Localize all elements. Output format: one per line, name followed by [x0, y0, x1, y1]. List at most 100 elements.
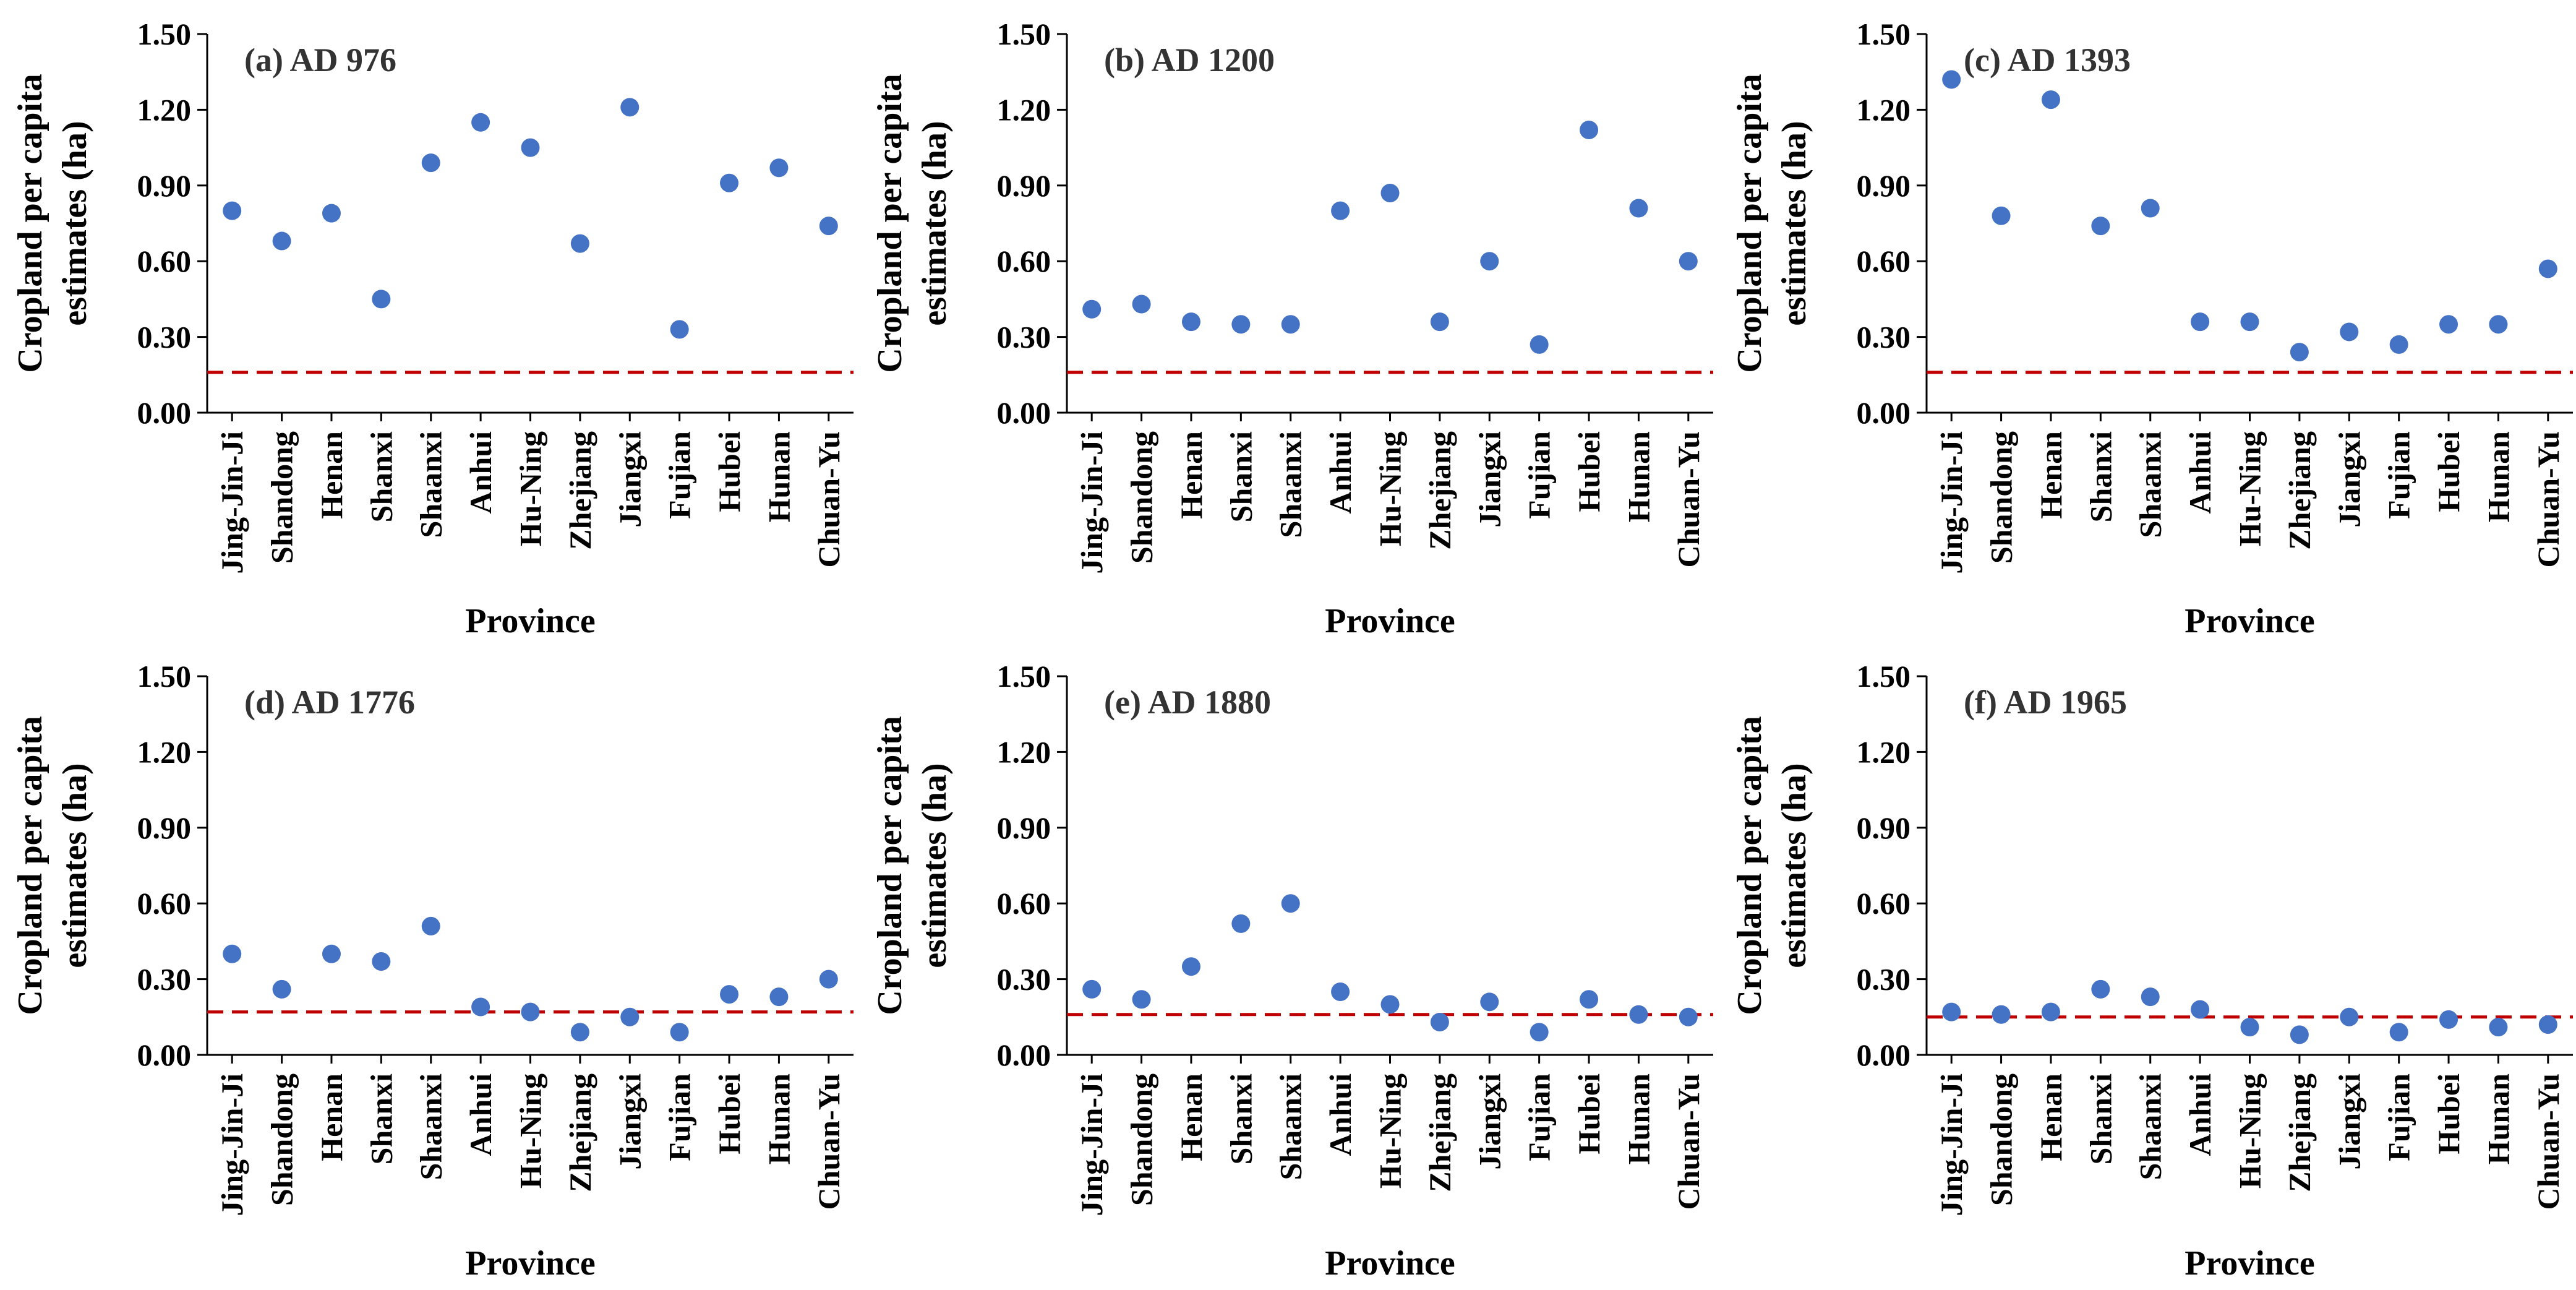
x-tick-label: Zhejiang [2282, 1073, 2317, 1192]
x-tick-label: Fujian [662, 431, 697, 519]
data-point [2141, 199, 2160, 218]
x-tick-label: Jiangxi [2332, 1073, 2366, 1170]
y-tick-label: 0.00 [137, 1038, 192, 1072]
data-point [2389, 335, 2408, 354]
data-point [1942, 1002, 1961, 1021]
chart-panel: 0.00 0.30 0.60 0.90 1.20 1.50 Jing-Jin-Ji Shand… [871, 17, 1713, 640]
x-tick-label: Chuan-Yu [811, 1073, 846, 1210]
x-tick-label: Shanxi [2083, 431, 2118, 522]
data-point [1942, 70, 1961, 89]
y-axis-title: estimates (ha) [1775, 763, 1813, 968]
data-point [322, 204, 341, 223]
y-tick-label: 0.30 [1857, 962, 1911, 997]
data-point [1480, 992, 1499, 1012]
y-tick-label: 0.00 [1857, 1038, 1911, 1072]
chart-panel: 0.00 0.30 0.60 0.90 1.20 1.50 Jing-Jin-Ji Shand… [1731, 659, 2573, 1283]
data-point [1992, 1005, 2011, 1024]
y-tick-label: 0.30 [137, 962, 192, 997]
data-point [1132, 295, 1151, 314]
x-tick-label: Henan [1174, 431, 1209, 519]
x-tick-label: Shanxi [2083, 1073, 2118, 1164]
data-point [2489, 1018, 2508, 1037]
x-tick-label: Shanxi [364, 1073, 398, 1164]
y-axis-title: estimates (ha) [915, 763, 954, 968]
y-tick-label: 0.60 [137, 244, 192, 278]
y-tick-label: 0.90 [1857, 811, 1911, 845]
data-point [421, 916, 440, 935]
panel-title: (b) AD 1200 [1104, 41, 1275, 79]
y-tick-label: 1.20 [137, 734, 192, 769]
data-point [769, 987, 789, 1007]
data-point [720, 985, 739, 1004]
data-point [521, 1002, 540, 1021]
x-axis-title: Province [2184, 602, 2314, 640]
data-point [1629, 199, 1648, 218]
y-tick-label: 0.90 [137, 168, 192, 203]
data-point [1082, 299, 1102, 319]
panel-title: (d) AD 1776 [244, 684, 415, 721]
x-tick-label: Jiangxi [2332, 431, 2366, 528]
x-tick-label: Shaanxi [2133, 1073, 2168, 1180]
x-tick-label: Fujian [2382, 1073, 2416, 1161]
data-point [2439, 315, 2458, 334]
y-axis-title: estimates (ha) [915, 121, 954, 325]
x-tick-label: Fujian [1522, 431, 1557, 519]
data-point [2041, 1002, 2060, 1021]
x-tick-label: Anhui [463, 431, 498, 514]
y-tick-label: 0.90 [997, 811, 1051, 845]
panel-title: (e) AD 1880 [1104, 684, 1271, 721]
y-tick-label: 1.50 [1857, 659, 1911, 694]
x-tick-label: Hubei [1572, 431, 1606, 512]
y-tick-label: 1.20 [1857, 92, 1911, 127]
data-point [2538, 259, 2557, 278]
data-point [1530, 1023, 1549, 1042]
x-tick-label: Shandong [265, 1073, 299, 1206]
chart-panel: 0.00 0.30 0.60 0.90 1.20 1.50 Jing-Jin-Ji Shand… [11, 659, 854, 1283]
x-tick-label: Henan [314, 431, 349, 519]
x-axis-title: Province [1325, 1244, 1455, 1283]
data-point [2191, 1000, 2210, 1019]
data-point [1380, 184, 1400, 203]
y-tick-label: 0.00 [1857, 395, 1911, 430]
data-point [1231, 914, 1251, 933]
data-point [421, 153, 440, 173]
x-axis-title: Province [465, 1244, 595, 1283]
x-tick-label: Jing-Jin-Ji [1934, 431, 1969, 574]
data-point [720, 173, 739, 192]
y-tick-label: 0.30 [1857, 320, 1911, 355]
data-point [1430, 1012, 1449, 1031]
y-axis-title: Cropland per capita [11, 716, 49, 1015]
y-tick-label: 1.20 [997, 92, 1051, 127]
x-axis-title: Province [465, 602, 595, 640]
data-point [620, 1007, 640, 1026]
x-tick-label: Anhui [2183, 1073, 2217, 1156]
data-point [1331, 983, 1350, 1001]
x-tick-label: Shanxi [1223, 1073, 1258, 1164]
x-tick-label: Shaanxi [1273, 431, 1308, 538]
data-point [2290, 1025, 2309, 1044]
x-tick-label: Jiangxi [1472, 1073, 1507, 1170]
data-point [2340, 1007, 2359, 1026]
x-tick-label: Chuan-Yu [2531, 1073, 2565, 1210]
data-point [372, 290, 391, 309]
data-point [1992, 206, 2011, 225]
data-point [1181, 312, 1200, 332]
data-point [2091, 217, 2110, 236]
x-tick-label: Hu-Ning [1373, 1073, 1408, 1189]
x-tick-label: Jing-Jin-Ji [1074, 431, 1109, 574]
y-tick-label: 0.60 [997, 886, 1051, 921]
x-tick-label: Jiangxi [612, 1073, 647, 1170]
y-tick-label: 0.60 [1857, 886, 1911, 921]
x-tick-label: Shandong [265, 431, 299, 564]
x-tick-label: Henan [1174, 1073, 1209, 1161]
x-tick-label: Zhejiang [1423, 1073, 1457, 1192]
data-point [1231, 315, 1251, 334]
x-tick-label: Hu-Ning [1373, 431, 1408, 546]
y-tick-label: 1.50 [997, 659, 1051, 694]
x-tick-label: Chuan-Yu [1671, 1073, 1706, 1210]
y-tick-label: 0.30 [137, 320, 192, 355]
x-tick-label: Shandong [1984, 1073, 2019, 1206]
x-tick-label: Zhejiang [2282, 431, 2317, 550]
data-point [471, 997, 490, 1017]
